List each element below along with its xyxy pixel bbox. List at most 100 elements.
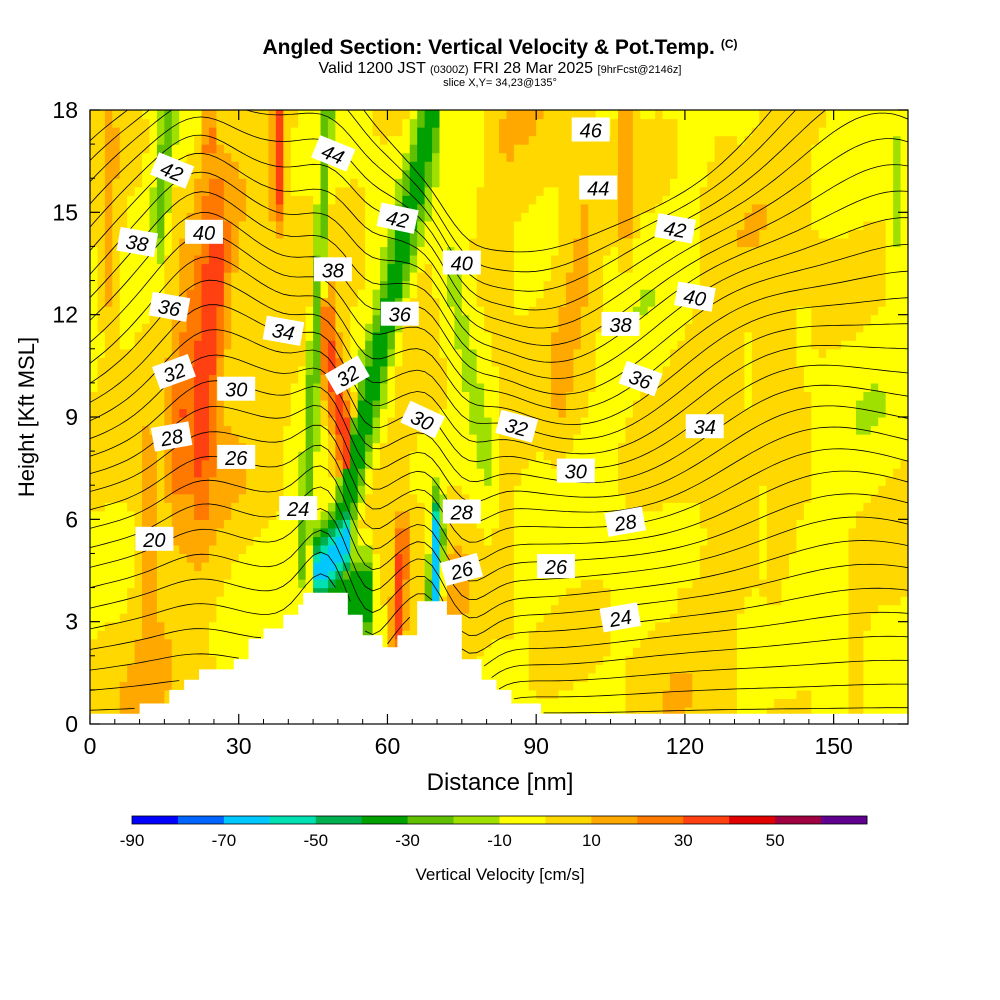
velocity-cell bbox=[335, 408, 344, 418]
velocity-cell bbox=[194, 613, 203, 623]
velocity-cell bbox=[580, 493, 589, 503]
velocity-cell bbox=[513, 314, 522, 324]
velocity-cell bbox=[432, 306, 441, 316]
velocity-cell bbox=[513, 161, 522, 171]
velocity-cell bbox=[216, 527, 225, 537]
velocity-cell bbox=[149, 485, 158, 495]
velocity-cell bbox=[476, 587, 485, 597]
velocity-cell bbox=[573, 306, 582, 316]
velocity-cell bbox=[149, 110, 158, 120]
velocity-cell bbox=[90, 706, 99, 717]
velocity-cell bbox=[186, 348, 195, 358]
velocity-cell bbox=[208, 365, 218, 375]
velocity-cell bbox=[216, 425, 225, 435]
velocity-cell bbox=[432, 357, 441, 367]
velocity-cell bbox=[372, 459, 381, 469]
velocity-cell bbox=[119, 476, 128, 486]
velocity-cell bbox=[551, 613, 560, 623]
velocity-cell bbox=[357, 280, 366, 290]
velocity-cell bbox=[90, 570, 99, 580]
velocity-cell bbox=[179, 220, 188, 230]
velocity-cell bbox=[164, 237, 173, 248]
velocity-cell bbox=[476, 118, 485, 128]
velocity-cell bbox=[268, 399, 277, 410]
velocity-cell bbox=[357, 127, 366, 137]
velocity-cell bbox=[454, 110, 463, 120]
velocity-cell bbox=[268, 348, 277, 358]
velocity-cell bbox=[253, 289, 262, 299]
velocity-cell bbox=[573, 152, 582, 162]
velocity-cell bbox=[528, 630, 537, 640]
velocity-cell bbox=[127, 681, 136, 691]
velocity-cell bbox=[446, 212, 455, 222]
velocity-cell bbox=[573, 417, 582, 427]
velocity-cell bbox=[432, 135, 441, 145]
velocity-cell bbox=[513, 297, 522, 307]
velocity-cell bbox=[127, 647, 136, 657]
velocity-cell bbox=[223, 493, 232, 503]
velocity-cell bbox=[595, 144, 604, 154]
velocity-cell bbox=[104, 553, 113, 563]
velocity-cell bbox=[588, 561, 597, 572]
velocity-cell bbox=[387, 144, 396, 154]
velocity-cell bbox=[327, 442, 336, 452]
velocity-cell bbox=[134, 417, 143, 427]
velocity-cell bbox=[484, 408, 493, 418]
velocity-cell bbox=[261, 229, 270, 239]
velocity-cell bbox=[164, 579, 173, 589]
velocity-cell bbox=[372, 502, 381, 512]
velocity-cell bbox=[543, 442, 552, 452]
velocity-cell bbox=[112, 647, 121, 657]
velocity-cell bbox=[179, 391, 188, 401]
velocity-cell bbox=[275, 459, 284, 469]
velocity-cell bbox=[417, 169, 426, 179]
velocity-cell bbox=[320, 502, 329, 512]
velocity-cell bbox=[402, 613, 411, 623]
velocity-cell bbox=[499, 587, 508, 597]
velocity-cell bbox=[350, 220, 359, 230]
velocity-cell bbox=[565, 135, 574, 145]
velocity-cell bbox=[439, 579, 448, 589]
velocity-cell bbox=[424, 391, 433, 401]
velocity-cell bbox=[194, 630, 203, 640]
velocity-cell bbox=[387, 127, 396, 137]
velocity-cell bbox=[290, 442, 299, 452]
velocity-cell bbox=[446, 442, 455, 452]
velocity-cell bbox=[231, 519, 240, 529]
velocity-cell bbox=[327, 246, 336, 256]
velocity-cell bbox=[521, 647, 530, 657]
velocity-cell bbox=[357, 289, 366, 299]
velocity-cell bbox=[186, 604, 195, 614]
velocity-cell bbox=[305, 178, 314, 188]
velocity-cell bbox=[127, 203, 136, 213]
velocity-cell bbox=[327, 510, 336, 520]
velocity-cell bbox=[461, 186, 470, 196]
velocity-cell bbox=[186, 118, 195, 128]
velocity-cell bbox=[424, 561, 433, 572]
velocity-cell bbox=[365, 510, 374, 520]
velocity-cell bbox=[387, 323, 396, 333]
velocity-cell bbox=[372, 468, 381, 478]
velocity-cell bbox=[298, 110, 307, 120]
velocity-cell bbox=[216, 570, 225, 580]
velocity-cell bbox=[201, 297, 210, 307]
velocity-cell bbox=[142, 638, 151, 648]
velocity-cell bbox=[417, 254, 426, 265]
velocity-cell bbox=[357, 212, 366, 222]
velocity-cell bbox=[491, 502, 500, 512]
velocity-cell bbox=[142, 169, 151, 179]
velocity-cell bbox=[134, 340, 143, 350]
velocity-cell bbox=[194, 365, 203, 375]
velocity-cell bbox=[387, 561, 396, 572]
velocity-cell bbox=[119, 519, 128, 529]
velocity-cell bbox=[380, 331, 389, 341]
velocity-cell bbox=[238, 425, 247, 435]
velocity-cell bbox=[454, 212, 463, 222]
velocity-cell bbox=[409, 331, 418, 341]
velocity-cell bbox=[551, 630, 560, 640]
velocity-cell bbox=[573, 485, 582, 495]
velocity-cell bbox=[305, 391, 314, 401]
velocity-cell bbox=[238, 399, 247, 410]
velocity-cell bbox=[558, 417, 567, 427]
velocity-cell bbox=[261, 254, 270, 265]
